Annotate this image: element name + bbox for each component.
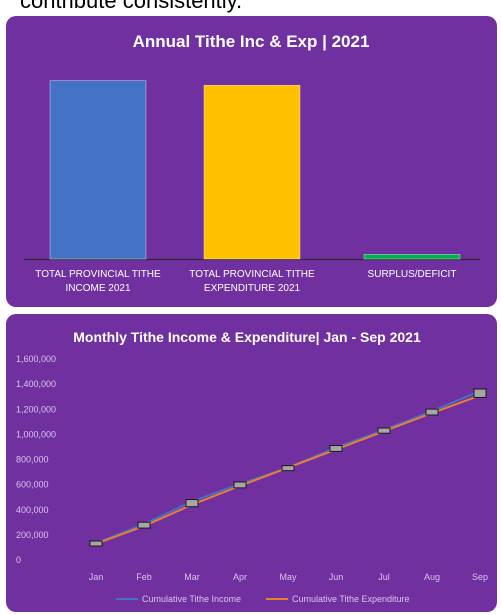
bar-2 xyxy=(203,84,301,260)
gap-marker-1 xyxy=(89,540,103,547)
monthly-chart-panel: Monthly Tithe Income & Expenditure| Jan … xyxy=(6,314,497,612)
y-tick-label-3: 400,000 xyxy=(16,505,49,515)
category-label-2-line-1: TOTAL PROVINCIAL TITHE xyxy=(189,269,315,280)
category-label-1-line-1: TOTAL PROVINCIAL TITHE xyxy=(35,269,161,280)
bar-3 xyxy=(363,254,461,260)
gap-marker-9 xyxy=(473,388,487,398)
y-tick-label-2: 200,000 xyxy=(16,530,49,540)
category-label-1-line-2: INCOME 2021 xyxy=(65,283,130,294)
x-tick-label-8: Aug xyxy=(424,572,440,582)
category-label-2-line-2: EXPENDITURE 2021 xyxy=(204,283,301,294)
y-tick-label-1: 0 xyxy=(16,555,21,565)
gap-marker-7 xyxy=(377,427,391,434)
chart-title: Monthly Tithe Income & Expenditure| Jan … xyxy=(73,329,421,345)
header-snippet: contribute consistently. xyxy=(20,0,243,13)
y-tick-label-8: 1,400,000 xyxy=(16,379,56,389)
legend-label-2: Cumulative Tithe Expenditure xyxy=(292,594,410,604)
gap-marker-4 xyxy=(233,481,247,489)
x-tick-label-9: Sep xyxy=(472,572,488,582)
gap-marker-3 xyxy=(185,499,199,508)
legend-label-1: Cumulative Tithe Income xyxy=(142,594,241,604)
gap-marker-5 xyxy=(281,465,295,472)
annual-chart-panel: Annual Tithe Inc & Exp | 2021 TOTAL PROVI… xyxy=(6,16,497,307)
x-tick-label-7: Jul xyxy=(378,572,390,582)
x-tick-label-5: May xyxy=(279,572,297,582)
gap-marker-8 xyxy=(425,408,439,416)
gap-marker-6 xyxy=(329,445,343,452)
annual-bar-chart: Annual Tithe Inc & Exp | 2021 TOTAL PROVI… xyxy=(24,32,480,294)
x-tick-label-2: Feb xyxy=(136,572,152,582)
category-label-3-line-1: SURPLUS/DEFICIT xyxy=(368,269,457,280)
y-tick-label-4: 600,000 xyxy=(16,480,49,490)
monthly-line-chart: Monthly Tithe Income & Expenditure| Jan … xyxy=(16,329,488,604)
x-tick-label-1: Jan xyxy=(89,572,104,582)
x-tick-label-6: Jun xyxy=(329,572,344,582)
y-tick-label-9: 1,600,000 xyxy=(16,354,56,364)
x-tick-label-3: Mar xyxy=(184,572,200,582)
gap-marker-2 xyxy=(137,521,151,529)
chart-title: Annual Tithe Inc & Exp | 2021 xyxy=(133,32,370,51)
bar-1 xyxy=(49,80,147,260)
y-tick-label-7: 1,200,000 xyxy=(16,404,56,414)
y-tick-label-6: 1,000,000 xyxy=(16,429,56,439)
y-tick-label-5: 800,000 xyxy=(16,455,49,465)
x-tick-label-4: Apr xyxy=(233,572,247,582)
